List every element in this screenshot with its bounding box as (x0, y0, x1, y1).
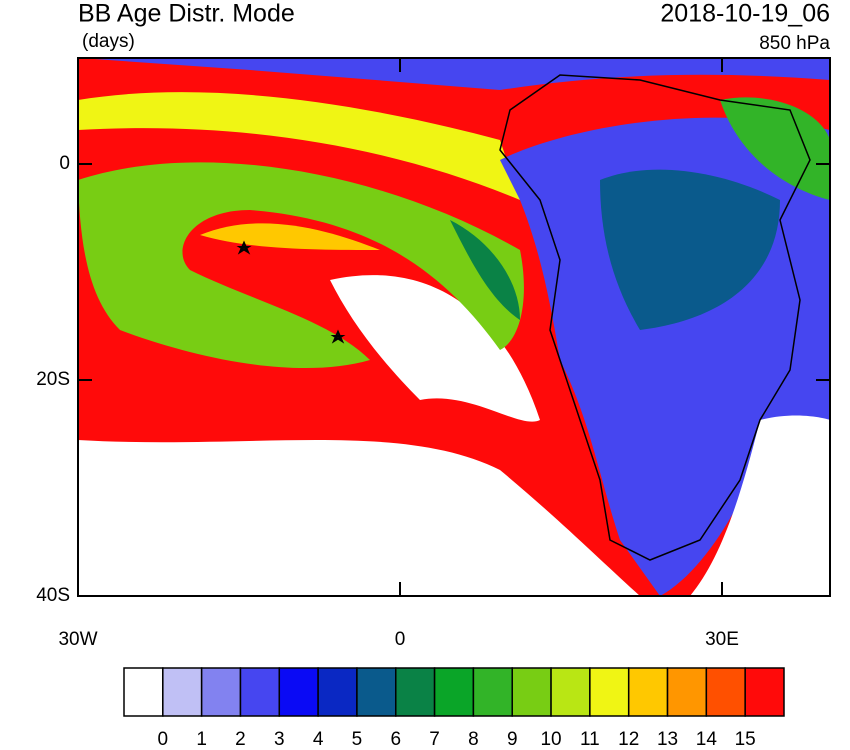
lat-label: 40S (36, 585, 70, 606)
lon-label: 30E (705, 629, 739, 650)
colorbar-label: 13 (657, 729, 678, 750)
colorbar-box (627, 667, 669, 717)
level: 850 hPa (759, 33, 830, 54)
datetime: 2018-10-19_06 (660, 0, 830, 28)
colorbar-label: 8 (468, 729, 479, 750)
colorbar-label: 7 (429, 729, 440, 750)
colorbar-box (744, 667, 785, 717)
lat-label: 0 (59, 153, 70, 174)
colorbar-box (317, 667, 358, 717)
colorbar: 0 1 2 3 4 5 6 7 8 9 10 11 12 13 14 15 (123, 667, 785, 750)
colorbar-box (123, 667, 164, 717)
colorbar-box (433, 667, 475, 717)
colorbar-label: 9 (507, 729, 518, 750)
colorbar-label: 10 (540, 729, 561, 750)
colorbar-label: 15 (735, 729, 756, 750)
lat-label: 20S (36, 369, 70, 390)
title: BB Age Distr. Mode (78, 0, 295, 28)
colorbar-label: 4 (313, 729, 324, 750)
map-frame (77, 57, 831, 597)
colorbar-box (356, 667, 397, 717)
units: (days) (82, 31, 135, 52)
colorbar-box (278, 667, 319, 717)
colorbar-box (550, 667, 591, 717)
colorbar-label: 2 (235, 729, 246, 750)
colorbar-box (239, 667, 281, 717)
frame-ticks (78, 58, 830, 596)
colorbar-box (472, 667, 513, 717)
colorbar-label: 6 (390, 729, 401, 750)
colorbar-label: 11 (580, 729, 600, 750)
colorbar-label: 0 (158, 729, 169, 750)
colorbar-label: 14 (696, 729, 718, 750)
colorbar-box (705, 667, 746, 717)
map-field (78, 58, 830, 596)
colorbar-box (200, 667, 242, 717)
colorbar-label: 12 (618, 729, 639, 750)
colorbar-box (589, 667, 630, 717)
lon-label: 0 (395, 629, 406, 650)
colorbar-box (511, 667, 552, 717)
lon-label: 30W (58, 629, 97, 650)
colorbar-box (395, 667, 436, 717)
colorbar-box (162, 667, 203, 717)
colorbar-label: 5 (352, 729, 363, 750)
colorbar-box (666, 667, 708, 717)
colorbar-label: 1 (196, 729, 207, 750)
colorbar-label: 3 (274, 729, 285, 750)
